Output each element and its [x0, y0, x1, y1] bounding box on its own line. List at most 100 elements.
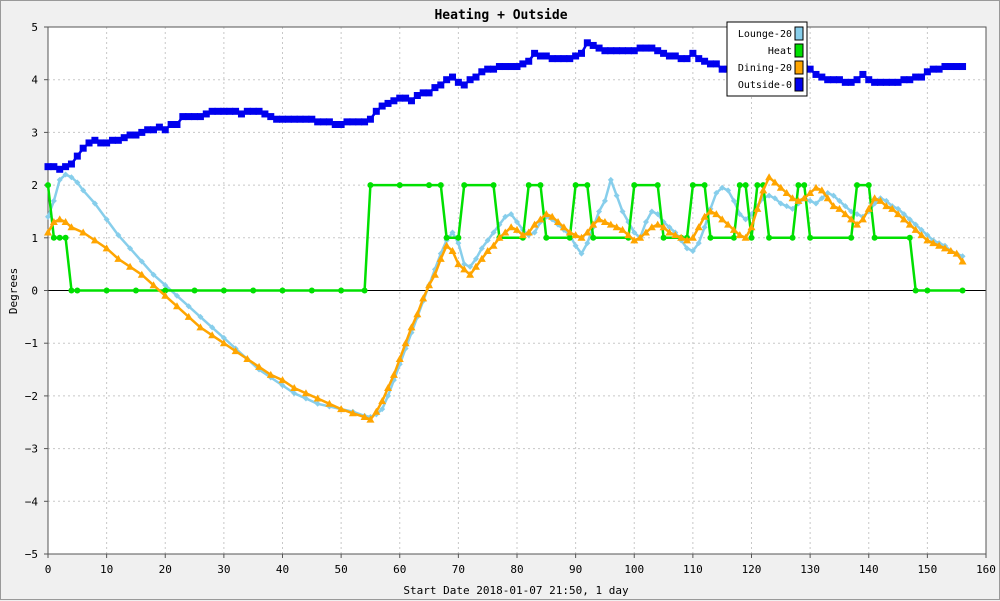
data-point [906, 216, 913, 223]
y-tick-label: −4 [25, 495, 39, 508]
y-axis-label: Degrees [7, 268, 20, 314]
data-point [308, 287, 315, 294]
data-point [906, 234, 913, 241]
data-point [126, 262, 135, 270]
data-point [62, 163, 70, 171]
data-point [220, 287, 227, 294]
data-point [747, 223, 756, 231]
data-point [577, 49, 585, 57]
data-point [648, 208, 655, 215]
data-point [789, 205, 796, 212]
data-point [249, 107, 257, 115]
data-point [314, 400, 321, 407]
y-tick-label: −1 [25, 337, 38, 350]
data-point [490, 229, 497, 236]
data-point [501, 63, 509, 71]
data-point [811, 183, 820, 191]
data-point [360, 412, 369, 420]
data-point [613, 47, 621, 55]
data-point [291, 390, 298, 397]
data-point [694, 223, 703, 231]
data-point [894, 210, 903, 218]
data-point [858, 215, 867, 223]
data-point [454, 260, 463, 268]
data-point [378, 102, 386, 110]
data-point [79, 228, 88, 236]
data-point [924, 287, 931, 294]
data-point [841, 78, 849, 86]
data-point [127, 245, 134, 252]
data-point [583, 228, 592, 236]
data-point [138, 258, 145, 265]
x-axis-label: Start Date 2018-01-07 21:50, 1 day [403, 584, 629, 597]
data-point [759, 186, 768, 194]
data-point [835, 76, 843, 84]
data-point [430, 270, 439, 278]
y-tick-label: −5 [25, 548, 38, 561]
data-point [848, 234, 855, 241]
data-point [607, 176, 614, 183]
data-point [185, 113, 193, 121]
data-point [448, 246, 457, 254]
data-point [197, 313, 204, 320]
data-point [771, 195, 778, 202]
data-point [606, 220, 615, 228]
data-point [812, 70, 820, 78]
data-point [361, 287, 368, 294]
data-point [85, 139, 93, 147]
y-tick-label: 2 [31, 179, 38, 192]
data-point [701, 57, 709, 65]
data-point [191, 113, 199, 121]
data-point [689, 49, 697, 57]
data-point [437, 182, 444, 189]
data-point [807, 234, 814, 241]
data-point [56, 234, 63, 241]
data-point [314, 118, 322, 126]
data-point [44, 228, 52, 236]
data-point [525, 182, 532, 189]
legend-label-outside-0: Outside-0 [738, 80, 792, 91]
data-point [888, 204, 897, 212]
x-tick-label: 80 [510, 563, 523, 576]
data-point [665, 228, 674, 236]
tick-labels: 0 10 20 30 40 50 60 70 80 90 100 110 120 130 140 150 160… [25, 21, 996, 576]
data-point [74, 287, 81, 294]
x-tick-label: 30 [217, 563, 230, 576]
data-point [161, 126, 169, 134]
data-point [713, 190, 720, 197]
data-point [313, 394, 322, 402]
data-point [301, 389, 310, 397]
x-tick-label: 70 [452, 563, 465, 576]
data-point [79, 144, 87, 152]
data-point [783, 203, 790, 210]
data-point [337, 405, 346, 413]
data-point [923, 68, 931, 76]
data-point [653, 220, 662, 228]
data-point [543, 234, 550, 241]
data-point [466, 270, 475, 278]
x-tick-label: 130 [800, 563, 820, 576]
data-point [571, 231, 580, 239]
data-point [589, 220, 598, 228]
data-point [536, 52, 544, 60]
data-point [361, 118, 369, 126]
data-point [484, 65, 492, 73]
data-point [325, 399, 334, 407]
data-point [684, 245, 691, 252]
data-point [742, 216, 749, 223]
data-point [876, 78, 884, 86]
data-point [437, 81, 445, 89]
data-point [185, 303, 192, 310]
data-point [379, 406, 386, 413]
data-point [601, 47, 609, 55]
data-point [490, 65, 498, 73]
data-point [219, 339, 228, 347]
data-point [220, 334, 227, 341]
data-point [536, 215, 545, 223]
data-point [231, 347, 240, 355]
data-point [683, 55, 691, 63]
data-point [390, 97, 398, 105]
data-point [613, 192, 620, 199]
data-point [882, 78, 890, 86]
